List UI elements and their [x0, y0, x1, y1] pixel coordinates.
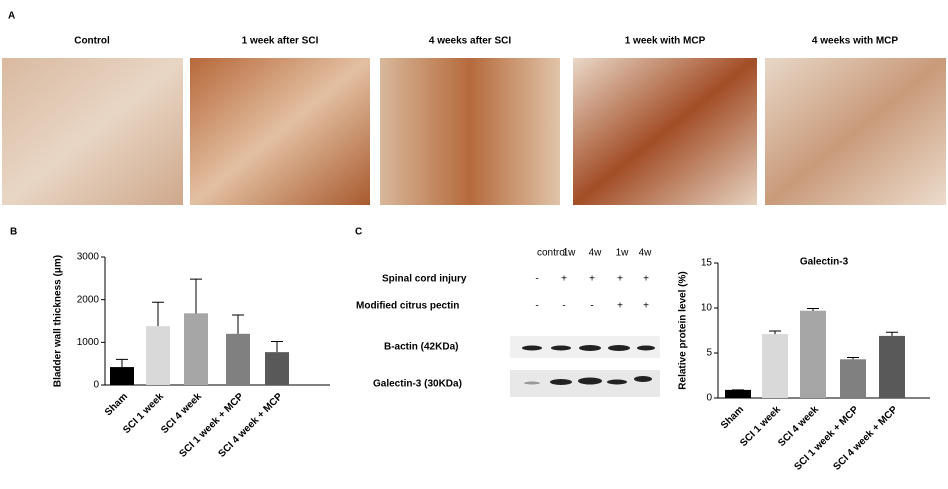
error-bar [769, 330, 781, 335]
blot-band-label: Galectin-3 (30KDa) [373, 379, 462, 390]
panel-label: C [355, 227, 362, 238]
micrograph [765, 58, 946, 205]
blot-column: control [537, 248, 567, 259]
blot-sign: - [590, 301, 593, 312]
blot-sign: + [617, 301, 623, 312]
bar [184, 313, 208, 385]
blot-column: 4w [589, 248, 603, 259]
blot-sign: - [535, 274, 538, 285]
micrograph [2, 58, 183, 205]
y-tick-label: 10 [701, 303, 713, 314]
blot-sign: + [561, 274, 567, 285]
bar [762, 334, 788, 398]
blot-sign: + [617, 274, 623, 285]
blot-row-label: Spinal cord injury [382, 274, 467, 285]
y-tick-label: 15 [701, 258, 713, 269]
x-tick-label: Sham [103, 391, 130, 418]
y-axis-label: Bladder wall thickness (μm) [53, 255, 64, 387]
bar [879, 335, 905, 398]
blot-sign: + [643, 301, 649, 312]
image-title: 1 week after SCI [242, 36, 319, 47]
error-bar [271, 340, 283, 353]
blot-column: 1w [563, 248, 577, 259]
bar [146, 326, 170, 385]
blot-sign: + [589, 274, 595, 285]
y-tick-label: 3000 [77, 252, 100, 263]
micrograph [380, 58, 560, 205]
bar [265, 352, 289, 385]
blot-sign: - [562, 301, 565, 312]
panel-label: A [8, 11, 15, 22]
blot [510, 336, 660, 397]
image-title: Control [74, 36, 110, 47]
y-tick-label: 0 [706, 393, 712, 404]
image-title: 4 weeks after SCI [429, 36, 511, 47]
micrograph [573, 58, 757, 205]
image-title: 4 weeks with MCP [812, 36, 898, 47]
y-tick-label: 1000 [77, 337, 100, 348]
x-tick-label: SCI 4 week [159, 391, 204, 436]
blot-sign: - [535, 301, 538, 312]
x-tick-label: Sham [719, 404, 746, 431]
bar [800, 310, 826, 398]
error-bar [886, 331, 898, 336]
error-bar [152, 301, 164, 327]
chart-title: Galectin-3 [800, 257, 849, 268]
y-tick-label: 2000 [77, 294, 100, 305]
panel-label: B [10, 227, 17, 238]
bar [840, 359, 866, 398]
blot-row-label: Modified citrus pectin [356, 301, 459, 312]
error-bar [847, 357, 859, 360]
micrographs [2, 58, 946, 205]
micrograph [190, 58, 370, 205]
error-bar [116, 358, 128, 368]
y-axis-label: Relative protein level (%) [678, 271, 689, 389]
bar [725, 389, 751, 398]
blot-band-label: B-actin (42KDa) [384, 342, 458, 353]
error-bar [232, 314, 244, 334]
image-title: 1 week with MCP [625, 36, 706, 47]
bar [226, 333, 250, 385]
blot-sign: + [643, 274, 649, 285]
blot-column: 4w [639, 248, 653, 259]
error-bar [190, 278, 202, 314]
blot-column: 1w [616, 248, 630, 259]
error-bar [807, 307, 819, 311]
y-tick-label: 5 [706, 348, 712, 359]
y-tick-label: 0 [93, 380, 99, 391]
bar [110, 367, 134, 385]
